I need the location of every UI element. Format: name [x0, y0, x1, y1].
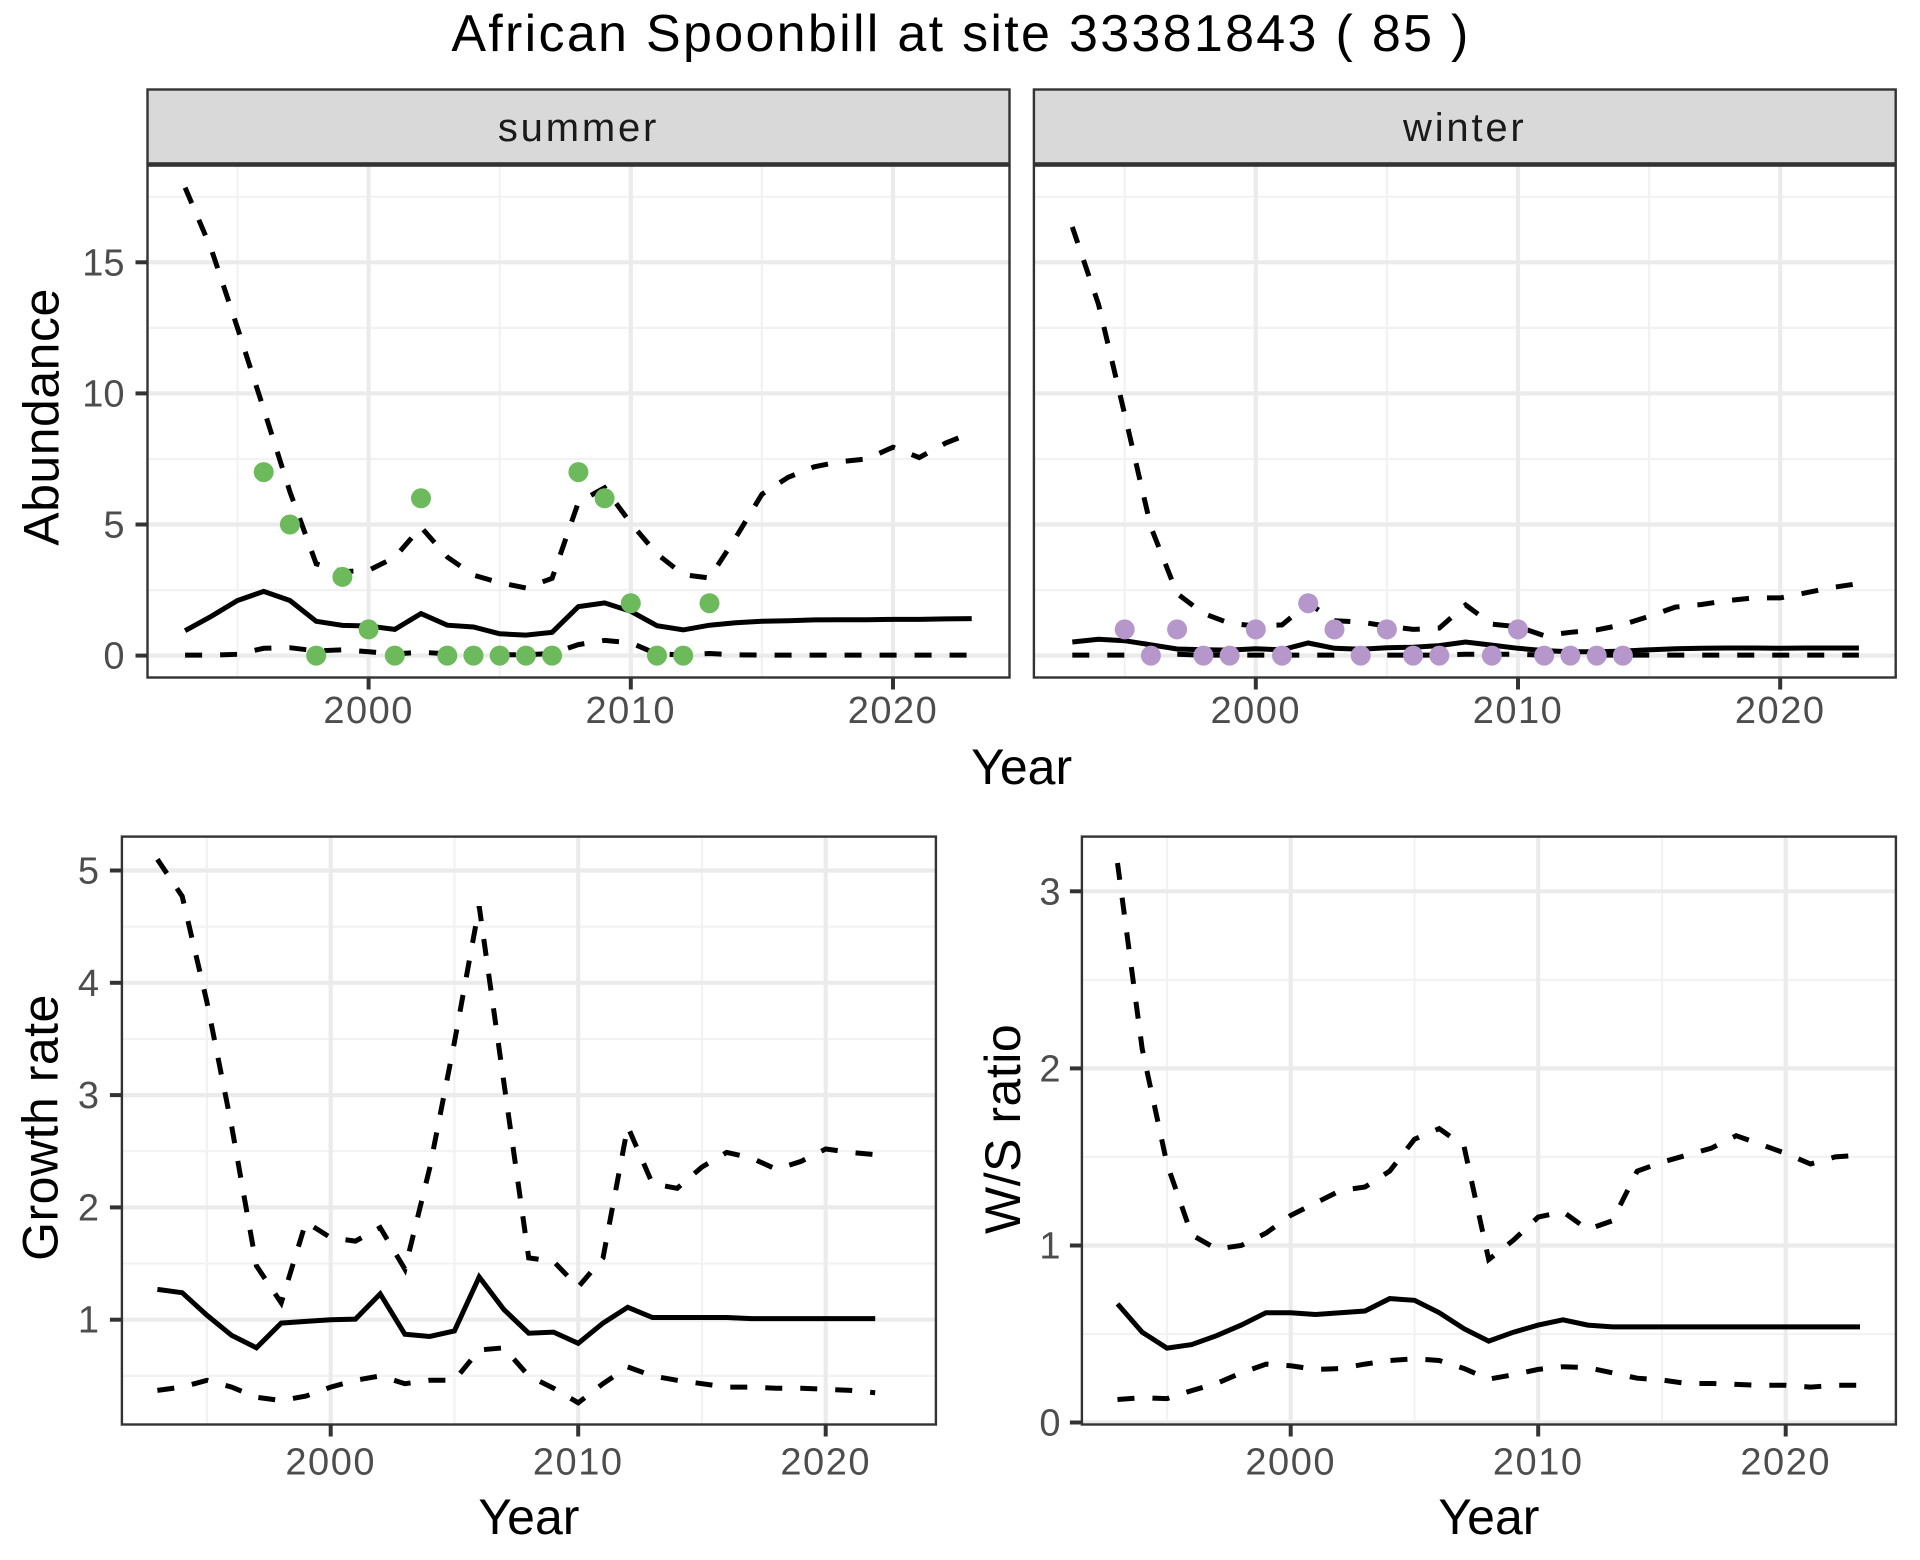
svg-text:Year: Year — [478, 1489, 579, 1545]
svg-text:15: 15 — [82, 242, 124, 284]
svg-text:10: 10 — [82, 373, 124, 415]
svg-text:2010: 2010 — [586, 690, 677, 732]
svg-text:Year: Year — [1438, 1489, 1539, 1545]
svg-text:2000: 2000 — [323, 690, 414, 732]
svg-text:2: 2 — [1039, 1048, 1060, 1090]
svg-text:Growth rate: Growth rate — [13, 994, 69, 1261]
svg-text:2020: 2020 — [780, 1442, 871, 1484]
svg-text:5: 5 — [78, 851, 99, 893]
svg-text:2010: 2010 — [1473, 690, 1564, 732]
svg-text:African Spoonbill at site 3338: African Spoonbill at site 33381843 ( 85 … — [451, 5, 1470, 63]
svg-text:2020: 2020 — [848, 690, 939, 732]
svg-text:5: 5 — [103, 505, 124, 547]
svg-text:winter: winter — [1402, 106, 1527, 150]
svg-text:3: 3 — [1039, 871, 1060, 913]
svg-text:1: 1 — [78, 1300, 99, 1342]
svg-text:4: 4 — [78, 963, 99, 1005]
svg-text:2: 2 — [78, 1187, 99, 1229]
svg-text:2020: 2020 — [1735, 690, 1826, 732]
svg-text:3: 3 — [78, 1075, 99, 1117]
svg-text:2010: 2010 — [1493, 1442, 1584, 1484]
svg-text:2000: 2000 — [1245, 1442, 1336, 1484]
svg-text:2000: 2000 — [1211, 690, 1302, 732]
svg-text:Year: Year — [971, 739, 1072, 795]
svg-text:2000: 2000 — [285, 1442, 376, 1484]
svg-text:W/S ratio: W/S ratio — [975, 1024, 1031, 1234]
svg-text:2020: 2020 — [1740, 1442, 1831, 1484]
svg-text:1: 1 — [1039, 1225, 1060, 1267]
svg-text:summer: summer — [498, 106, 659, 150]
svg-text:0: 0 — [1039, 1403, 1060, 1445]
svg-text:Abundance: Abundance — [14, 288, 70, 546]
svg-text:2010: 2010 — [533, 1442, 624, 1484]
svg-text:0: 0 — [103, 636, 124, 678]
